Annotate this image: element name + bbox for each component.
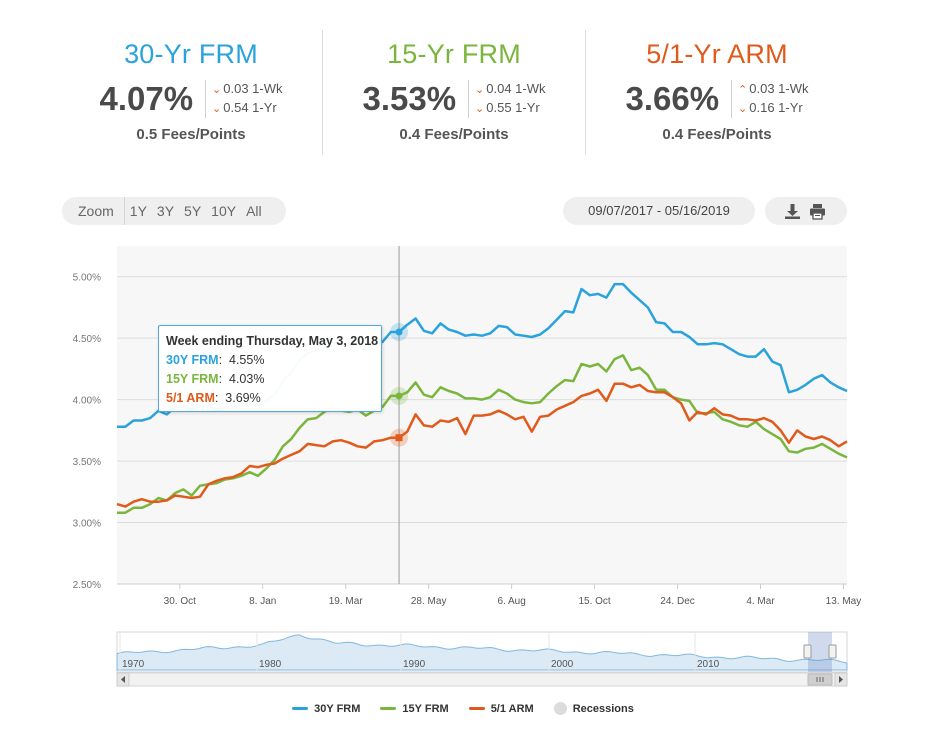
x-tick-label: 24. Dec [660,596,694,607]
download-icon[interactable] [784,203,801,220]
series-line-15y-frm [117,354,848,514]
week-change: 0.04 1-Wk [486,81,546,96]
legend-swatch [553,702,567,715]
zoom-5y-button[interactable]: 5Y [184,203,202,219]
hover-point [395,392,403,400]
navigator-series [116,634,848,671]
navigator-scrollbar[interactable] [116,672,848,687]
rate-value: 3.53% [362,80,457,117]
legend-item-recessions[interactable]: Recessions [553,702,634,715]
arrow-left-icon [121,676,125,683]
navigator-years: 1970 1980 1990 2000 2010 [119,632,720,672]
tooltip-series-name: 5/1 ARM [166,391,215,405]
legend-label: 5/1 ARM [490,702,534,715]
rate-value: 3.66% [625,80,720,117]
tooltip-value: 4.03% [229,372,265,386]
tooltip-value: 4.55% [229,353,265,367]
tooltip-row: 30Y FRM: 4.55% [166,353,265,367]
navigator-year-label: 1980 [259,659,282,670]
legend-swatch [292,707,309,710]
x-tick-label: 19. Mar [329,596,364,607]
tooltip-row: 15Y FRM: 4.03% [166,372,265,386]
legend-swatch [468,707,485,710]
x-tick-label: 15. Oct [578,596,610,607]
tooltip-series-name: 30Y FRM [166,353,219,367]
x-tick-label: 8. Jan [249,596,276,607]
date-range-display[interactable]: 09/07/2017 - 05/16/2019 [563,197,755,225]
zoom-label: Zoom [62,197,125,225]
x-tick-label: 30. Oct [164,596,196,607]
week-change: 0.03 1-Wk [223,81,283,96]
tooltip-series-name: 15Y FRM [166,372,219,386]
legend-item-30y[interactable]: 30Y FRM [292,702,360,715]
rate-value: 4.07% [99,80,194,117]
x-tick-label: 4. Mar [746,596,775,607]
card-title: 15-Yr FRM [387,39,521,69]
zoom-1y-button[interactable]: 1Y [129,203,147,219]
navigator-year-label: 1970 [122,659,145,670]
card-30yr: 30-Yr FRM 4.07% ⌄ 0.03 1-Wk ⌄ 0.54 1-Yr 0.… [60,30,322,155]
export-tools [765,197,847,225]
y-tick-label: 4.00% [73,396,101,407]
chevron-up-icon: ⌃ [738,84,748,96]
y-tick-label: 3.50% [73,457,101,468]
hover-point [395,434,403,442]
fees-points: 0.5 Fees/Points [136,126,246,143]
y-tick-label: 4.50% [73,334,101,345]
grip-icon [816,677,824,682]
chevron-down-icon: ⌄ [212,103,222,115]
chevron-down-icon: ⌄ [475,103,485,115]
y-axis: 2.50% 3.00% 3.50% 4.00% 4.50% 5.00% [73,273,101,591]
y-tick-label: 2.50% [73,580,101,591]
navigator-handle-left[interactable] [803,644,812,659]
navigator-handle-right[interactable] [828,644,837,659]
hover-point [395,328,403,336]
fees-points: 0.4 Fees/Points [399,126,509,143]
arrow-right-icon [839,676,843,683]
rate-cards: 30-Yr FRM 4.07% ⌄ 0.03 1-Wk ⌄ 0.54 1-Yr 0.… [60,30,850,155]
chevron-down-icon: ⌄ [475,84,485,96]
chart-legend: 30Y FRM 15Y FRM 5/1 ARM Recessions [0,702,926,715]
year-change: 0.55 1-Yr [486,100,540,115]
navigator-year-label: 1990 [403,659,426,670]
y-tick-label: 5.00% [73,273,101,284]
fees-points: 0.4 Fees/Points [662,126,772,143]
navigator-year-label: 2010 [697,659,720,670]
chart-tooltip: Week ending Thursday, May 3, 2018 30Y FR… [158,325,382,412]
card-title: 30-Yr FRM [124,39,258,69]
zoom-bar: Zoom 1Y 3Y 5Y 10Y All [62,197,286,225]
legend-label: 15Y FRM [402,702,449,715]
card-title: 5/1-Yr ARM [646,39,788,69]
chevron-down-icon: ⌄ [212,84,222,96]
zoom-3y-button[interactable]: 3Y [156,203,175,219]
legend-label: 30Y FRM [314,702,361,715]
legend-swatch [380,707,397,710]
year-change: 0.54 1-Yr [223,100,277,115]
zoom-all-button[interactable]: All [246,203,262,219]
year-change: 0.16 1-Yr [749,100,803,115]
tooltip-value: 3.69% [225,391,261,405]
navigator-year-label: 2000 [551,659,574,670]
x-tick-label: 13. May [826,596,862,607]
week-change: 0.03 1-Wk [749,81,809,96]
x-axis: 30. Oct 8. Jan 19. Mar 28. May 6. Aug 15. Oct… [117,583,862,607]
legend-label: Recessions [572,702,634,715]
chevron-down-icon: ⌄ [738,103,748,115]
card-arm: 5/1-Yr ARM 3.66% ⌃ 0.03 1-Wk ⌄ 0.16 1-Yr 0… [585,30,848,155]
y-tick-label: 3.00% [73,519,101,530]
x-tick-label: 28. May [411,596,447,607]
card-15yr: 15-Yr FRM 3.53% ⌄ 0.04 1-Wk ⌄ 0.55 1-Yr 0.… [322,30,585,155]
legend-item-15y[interactable]: 15Y FRM [380,702,449,715]
navigator-selection[interactable] [808,632,832,672]
print-icon[interactable] [809,203,826,220]
hover-markers [390,323,409,447]
series-line-5-1-arm [116,382,848,508]
x-tick-label: 6. Aug [497,596,525,607]
legend-item-arm[interactable]: 5/1 ARM [468,702,534,715]
tooltip-title: Week ending Thursday, May 3, 2018 [166,334,379,348]
tooltip-row: 5/1 ARM: 3.69% [166,391,261,405]
zoom-10y-button[interactable]: 10Y [211,203,237,219]
